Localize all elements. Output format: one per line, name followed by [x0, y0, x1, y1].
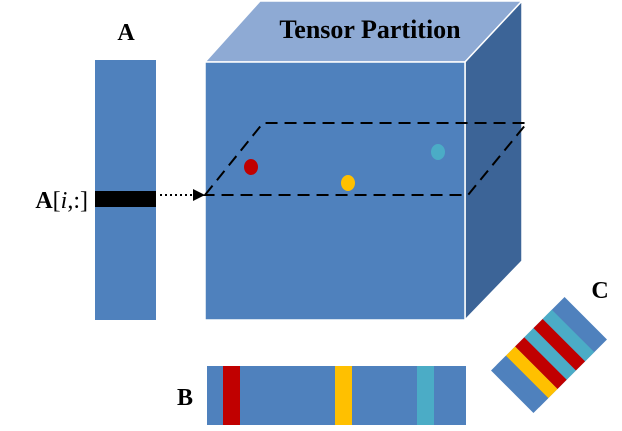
- dotted-arrow-icon: [160, 189, 205, 201]
- matrix-b-teal-stripe: [417, 366, 434, 425]
- label-c: C: [591, 278, 608, 304]
- dot-teal: [431, 144, 445, 160]
- matrix-a-column: [95, 60, 156, 320]
- matrix-b-yellow-stripe: [335, 366, 352, 425]
- dot-yellow: [341, 175, 355, 191]
- matrix-c-block: [491, 297, 607, 413]
- cube-front-face: [204, 61, 466, 321]
- dot-red: [244, 159, 258, 175]
- matrix-b-bar: [207, 366, 466, 425]
- matrix-b-red-stripe: [223, 366, 240, 425]
- matrix-a-row-slice: [95, 191, 156, 207]
- label-b: B: [177, 385, 193, 411]
- dashed-slice-plane-icon: [202, 122, 530, 196]
- cube-title: Tensor Partition: [279, 15, 461, 44]
- label-row-slice: A[i,:]: [35, 188, 88, 214]
- label-a: A: [117, 20, 135, 46]
